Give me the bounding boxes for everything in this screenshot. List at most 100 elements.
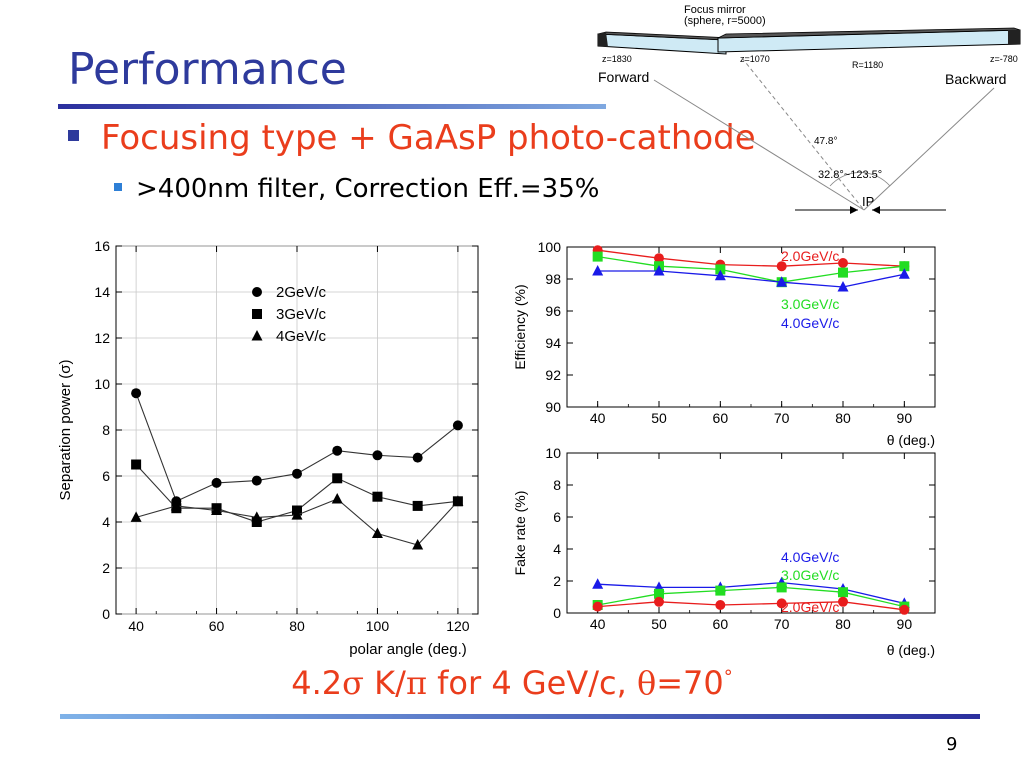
series-labels: 4.0GeV/c 3.0GeV/c 2.0GeV/c <box>781 549 839 615</box>
series-line <box>597 249 905 267</box>
focus-mirror-diagram: Focus mirror (sphere, r=5000) z=1830 z=1… <box>597 4 1021 214</box>
data-point <box>371 527 383 538</box>
data-point <box>837 281 849 292</box>
data-point <box>251 475 262 486</box>
data-point <box>412 500 423 511</box>
data-point <box>332 445 343 456</box>
data-point <box>776 261 787 272</box>
arrowhead-left-icon <box>872 206 880 214</box>
x-axis-label: polar angle (deg.) <box>349 641 467 658</box>
mirror-segment-right-top <box>717 27 1021 39</box>
y-axis-label: Separation power (σ) <box>57 360 74 501</box>
legend-marker <box>251 330 263 341</box>
y-tick-label: 94 <box>545 335 561 351</box>
highlight-kpi: K/ <box>364 664 406 702</box>
x-tick-label: 60 <box>209 618 225 634</box>
ray-47-8 <box>741 57 865 211</box>
highlight-angle: =70 <box>656 664 724 702</box>
x-tick-label: 70 <box>774 410 790 426</box>
series-2gev-c <box>131 388 463 507</box>
data-point <box>592 578 604 589</box>
data-point <box>130 511 142 522</box>
data-point <box>654 596 664 607</box>
data-point <box>654 588 664 599</box>
data-point <box>291 509 303 520</box>
data-point <box>452 495 464 506</box>
bullet-level-2: >400nm filter, Correction Eff.=35% <box>114 174 599 204</box>
y-tick-label: 10 <box>94 376 110 392</box>
y-tick-label: 12 <box>94 330 110 346</box>
highlight-condition: for 4 GeV/c, <box>426 664 637 702</box>
y-tick-label: 2 <box>553 573 561 589</box>
x-tick-label: 90 <box>897 410 913 426</box>
y-tick-label: 92 <box>545 367 561 383</box>
legend-marker <box>252 309 262 319</box>
legend-label: 3GeV/c <box>276 306 327 323</box>
series-2-0gev-c <box>592 596 910 615</box>
y-tick-label: 96 <box>545 303 561 319</box>
series-label-2gev: 2.0GeV/c <box>781 248 839 264</box>
backward-label: Backward <box>945 71 1006 87</box>
bullet-square-icon <box>68 130 79 141</box>
legend-label: 2GeV/c <box>276 284 327 301</box>
data-point <box>776 598 787 609</box>
data-point <box>776 276 788 287</box>
series-line <box>597 581 905 605</box>
x-tick-label: 40 <box>590 616 606 632</box>
y-tick-label: 0 <box>553 605 561 621</box>
data-point <box>715 585 726 596</box>
data-point <box>899 261 910 272</box>
arrowhead-right-icon <box>850 206 858 214</box>
efficiency-chart: 40 50 60 70 80 90 90 92 94 96 98 100 θ (deg.) Efficie… <box>512 239 936 448</box>
sub-bullet-square-icon <box>114 182 122 191</box>
y-tick-label: 6 <box>102 468 110 484</box>
data-point <box>251 511 263 522</box>
data-point <box>838 587 848 598</box>
bullet-1-text: Focusing type + GaAsP photo-cathode <box>101 118 756 158</box>
y-tick-label: 8 <box>102 422 110 438</box>
z-label-1830: z=1830 <box>602 54 632 64</box>
data-point <box>899 604 910 615</box>
footer-rule <box>60 714 980 719</box>
data-point <box>131 459 142 470</box>
y-axis-label: Efficiency (%) <box>512 284 528 369</box>
data-point <box>653 265 665 276</box>
mirror-label-1: Focus mirror <box>684 4 746 16</box>
x-tick-label: 40 <box>590 410 606 426</box>
data-point <box>372 491 383 502</box>
legend-marker <box>252 287 262 297</box>
y-tick-label: 0 <box>102 606 110 622</box>
data-point <box>332 473 343 484</box>
x-tick-label: 100 <box>366 618 390 634</box>
data-point <box>251 517 262 527</box>
y-tick-label: 100 <box>538 239 562 255</box>
data-point <box>170 499 182 511</box>
mirror-label-2: (sphere, r=5000) <box>684 15 766 27</box>
data-point <box>372 450 383 461</box>
degree-symbol: ° <box>723 666 733 688</box>
series-2-0gev-c <box>592 245 910 272</box>
data-point <box>412 539 424 550</box>
ray-backward <box>863 87 995 211</box>
series-3-0gev-c <box>592 251 910 288</box>
fake-rate-chart: 40 50 60 70 80 90 0 2 4 6 8 10 θ (deg.) Fake rate (%)… <box>512 445 936 658</box>
data-point <box>131 388 142 399</box>
x-tick-label: 80 <box>289 618 305 634</box>
x-tick-label: 120 <box>446 618 470 634</box>
data-point <box>715 600 726 610</box>
data-point <box>331 493 343 504</box>
series-labels: 2.0GeV/c 3.0GeV/c 4.0GeV/c <box>781 248 839 331</box>
x-axis-label: θ (deg.) <box>887 642 935 658</box>
series-line <box>597 270 905 288</box>
title-underline <box>58 104 606 109</box>
x-tick-label: 40 <box>128 618 144 634</box>
angle-47-8-label: 47.8° <box>814 136 837 147</box>
data-point <box>292 468 302 479</box>
y-tick-label: 4 <box>102 514 110 530</box>
data-point <box>592 265 604 276</box>
bullet-level-1: Focusing type + GaAsP photo-cathode <box>68 118 756 158</box>
data-point <box>714 269 726 281</box>
series-line <box>597 255 905 283</box>
series-label-4gev: 4.0GeV/c <box>781 315 839 331</box>
pi-symbol: π <box>405 664 427 702</box>
